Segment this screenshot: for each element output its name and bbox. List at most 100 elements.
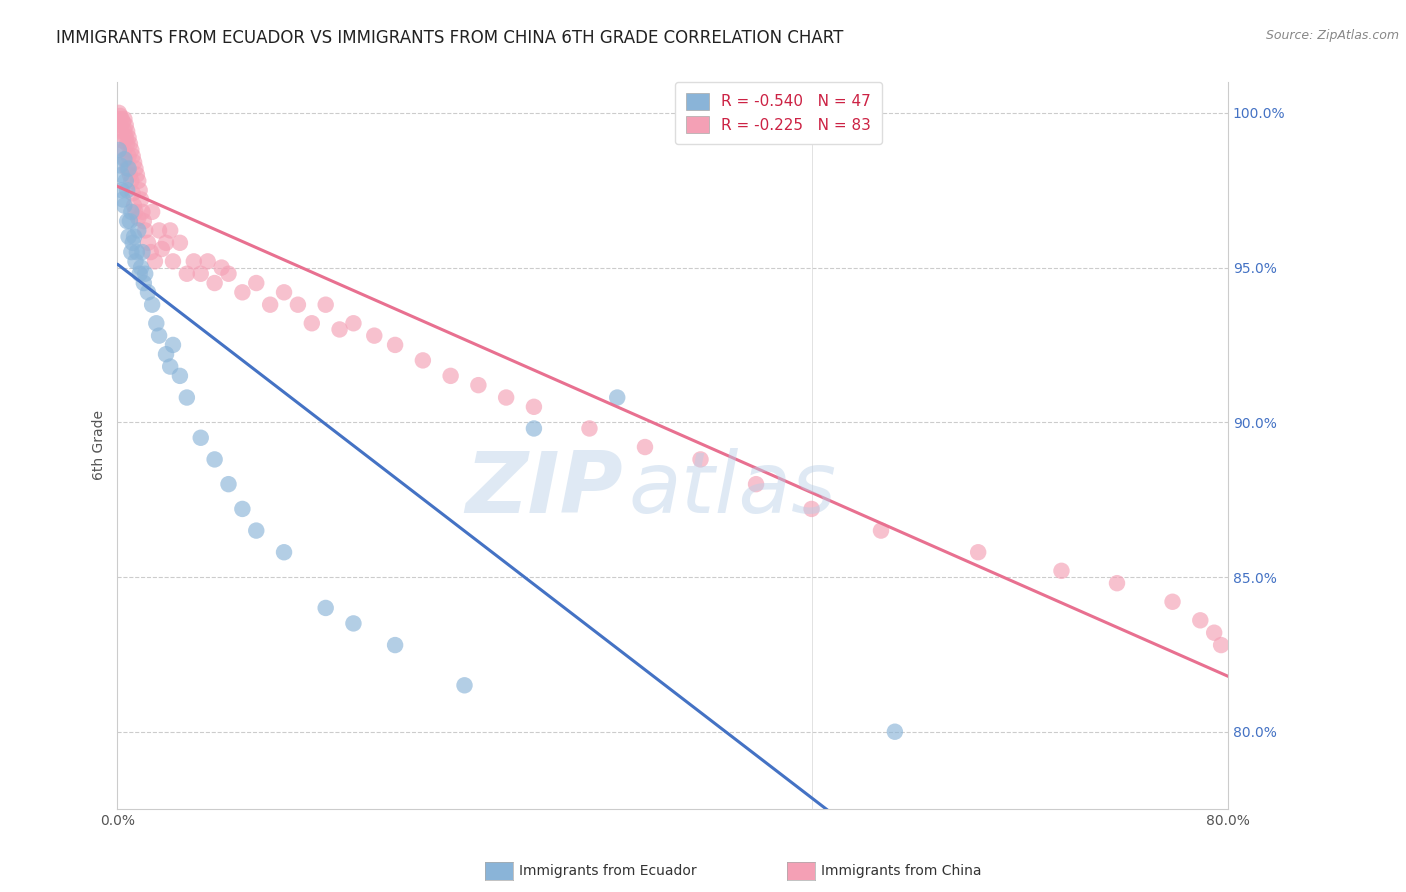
Point	[112, 112, 135, 126]
Point	[315, 298, 337, 312]
Point	[495, 391, 517, 405]
Point	[363, 328, 385, 343]
Point	[412, 353, 434, 368]
Point	[110, 168, 132, 182]
Point	[118, 214, 141, 228]
Point	[132, 214, 155, 228]
Point	[132, 276, 155, 290]
Point	[136, 285, 159, 300]
Point	[128, 267, 150, 281]
Point	[114, 118, 136, 132]
Point	[315, 601, 337, 615]
Point	[342, 616, 364, 631]
Point	[162, 338, 184, 352]
Point	[115, 136, 138, 151]
Point	[125, 168, 148, 182]
Point	[134, 223, 156, 237]
Point	[967, 545, 990, 559]
Point	[111, 193, 134, 207]
Point	[342, 316, 364, 330]
Point	[159, 223, 181, 237]
Point	[273, 545, 295, 559]
Point	[128, 183, 150, 197]
Point	[122, 229, 145, 244]
Point	[110, 124, 132, 138]
Text: IMMIGRANTS FROM ECUADOR VS IMMIGRANTS FROM CHINA 6TH GRADE CORRELATION CHART: IMMIGRANTS FROM ECUADOR VS IMMIGRANTS FR…	[56, 29, 844, 46]
Point	[523, 400, 546, 414]
Point	[287, 298, 309, 312]
Point	[124, 254, 146, 268]
Point	[169, 235, 191, 250]
Point	[197, 254, 219, 268]
Point	[110, 118, 132, 132]
Point	[231, 285, 253, 300]
Y-axis label: 6th Grade: 6th Grade	[93, 410, 107, 481]
Point	[176, 267, 198, 281]
Point	[121, 235, 143, 250]
Point	[118, 136, 141, 151]
Point	[870, 524, 893, 538]
Point	[259, 298, 281, 312]
Point	[120, 245, 142, 260]
Point	[162, 254, 184, 268]
Legend: R = -0.540   N = 47, R = -0.225   N = 83: R = -0.540 N = 47, R = -0.225 N = 83	[675, 82, 882, 144]
Point	[110, 109, 132, 123]
Point	[155, 347, 177, 361]
Point	[108, 143, 131, 157]
Point	[120, 205, 142, 219]
Point	[1211, 638, 1233, 652]
Point	[114, 153, 136, 167]
Point	[143, 254, 166, 268]
Point	[1105, 576, 1128, 591]
Point	[120, 143, 142, 157]
Point	[122, 199, 145, 213]
Point	[117, 149, 139, 163]
Point	[124, 161, 146, 176]
Point	[218, 267, 240, 281]
Point	[440, 368, 463, 383]
Point	[1050, 564, 1073, 578]
Point	[110, 112, 132, 126]
Point	[131, 245, 153, 260]
Point	[129, 193, 152, 207]
Point	[115, 214, 138, 228]
Point	[384, 638, 406, 652]
Point	[231, 502, 253, 516]
Point	[112, 199, 135, 213]
Point	[108, 112, 131, 126]
Point	[112, 143, 135, 157]
Point	[1189, 613, 1212, 627]
Point	[131, 205, 153, 219]
Point	[204, 452, 226, 467]
Point	[1161, 595, 1184, 609]
Point	[204, 276, 226, 290]
Point	[384, 338, 406, 352]
Text: Immigrants from Ecuador: Immigrants from Ecuador	[519, 863, 696, 878]
Point	[453, 678, 475, 692]
Point	[117, 229, 139, 244]
Point	[124, 205, 146, 219]
Point	[115, 161, 138, 176]
Point	[155, 235, 177, 250]
Point	[150, 242, 173, 256]
Point	[218, 477, 240, 491]
Point	[606, 391, 628, 405]
Point	[139, 245, 162, 260]
Point	[183, 254, 205, 268]
Point	[1204, 625, 1226, 640]
Point	[148, 223, 170, 237]
Point	[190, 431, 212, 445]
Point	[176, 391, 198, 405]
Point	[800, 502, 823, 516]
Point	[883, 724, 905, 739]
Text: Source: ZipAtlas.com: Source: ZipAtlas.com	[1265, 29, 1399, 42]
Text: ZIP: ZIP	[465, 448, 623, 531]
Point	[745, 477, 768, 491]
Point	[122, 155, 145, 169]
Point	[115, 183, 138, 197]
Point	[114, 130, 136, 145]
Point	[115, 124, 138, 138]
Text: atlas: atlas	[628, 448, 837, 531]
Point	[121, 186, 143, 201]
Point	[111, 134, 134, 148]
